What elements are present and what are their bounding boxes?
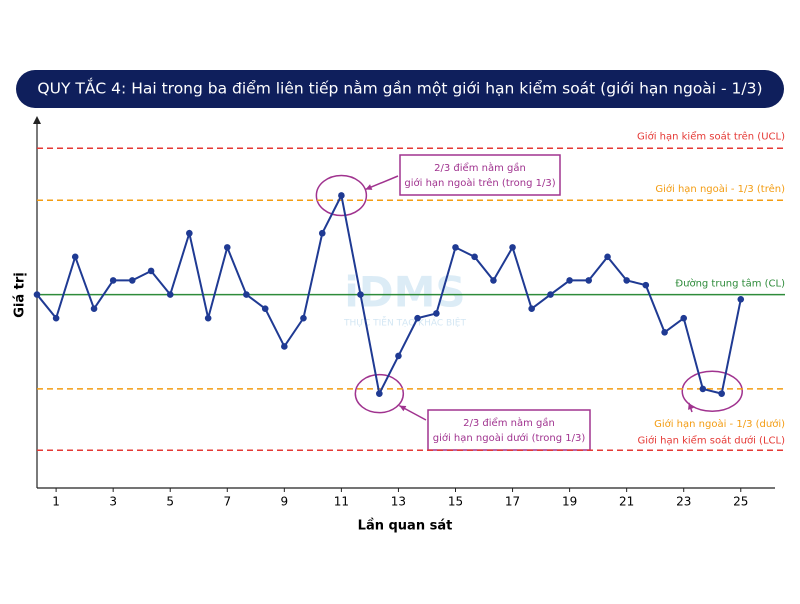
reference-label: Giới hạn kiểm soát trên (UCL) [637, 129, 785, 142]
x-tick-label: 21 [619, 495, 634, 509]
callout-text: 2/3 điểm nằm gần [463, 416, 555, 429]
data-point [680, 314, 688, 322]
x-tick-label: 7 [223, 495, 231, 509]
watermark: iDMS [344, 268, 465, 317]
callout-text: giới hạn ngoài dưới (trong 1/3) [433, 432, 586, 444]
highlight-circle [681, 370, 743, 413]
data-point [357, 291, 364, 298]
data-point [566, 277, 573, 284]
data-point [414, 314, 421, 322]
highlight-circle [315, 174, 368, 217]
data-point [90, 305, 98, 313]
data-point [338, 192, 345, 199]
x-tick-label: 17 [505, 495, 520, 509]
data-point [71, 253, 79, 261]
series-line [36, 192, 742, 397]
x-tick-label: 9 [281, 495, 289, 509]
title-banner [16, 70, 784, 108]
data-point [547, 291, 554, 298]
data-point [243, 291, 250, 298]
x-tick-label: 23 [676, 495, 691, 509]
data-point [109, 277, 117, 284]
data-point [186, 229, 193, 237]
callout-arrowhead [399, 405, 407, 412]
data-point [699, 385, 707, 393]
data-point [528, 305, 535, 313]
x-tick-label: 19 [562, 495, 577, 509]
data-point [509, 244, 516, 251]
data-point [452, 244, 459, 251]
data-point [33, 291, 41, 298]
data-point [318, 229, 326, 237]
x-axis-label: Lần quan sát [358, 519, 453, 534]
reference-label: Giới hạn kiểm soát dưới (LCL) [638, 433, 786, 446]
reference-label: Giới hạn ngoài - 1/3 (dưới) [654, 418, 785, 430]
x-tick-label: 25 [733, 495, 748, 509]
data-point [223, 244, 231, 251]
data-point [604, 253, 611, 261]
watermark: THỰC TIỄN TẠO KHÁC BIỆT [343, 316, 466, 329]
data-point [395, 352, 402, 360]
data-point [490, 277, 497, 284]
data-point [166, 291, 174, 298]
data-point [261, 305, 269, 313]
reference-label: Đường trung tâm (CL) [675, 278, 785, 290]
data-point [204, 314, 212, 322]
annotations: 2/3 điểm nằm gần giới hạn ngoài trên (tro… [315, 154, 743, 451]
reference-label: Giới hạn ngoài - 1/3 (trên) [655, 183, 785, 195]
callout-box [399, 154, 561, 196]
x-tick-label: 3 [109, 495, 117, 509]
y-axis-arrow [33, 116, 41, 124]
data-point [585, 277, 593, 284]
x-tick-label: 11 [334, 495, 349, 509]
data-point [281, 343, 288, 350]
callout-text: giới hạn ngoài trên (trong 1/3) [404, 177, 555, 189]
callout-text: 2/3 điểm nằm gần [434, 161, 526, 174]
data-point [642, 281, 650, 289]
data-point [433, 310, 440, 317]
highlight-circle [354, 373, 405, 414]
x-tick-label: 5 [166, 495, 174, 509]
callout-arrowhead [365, 184, 373, 190]
data-point [623, 277, 630, 284]
chart-title: QUY TẮC 4: Hai trong ba điểm liên tiếp n… [37, 77, 762, 98]
data-point [737, 295, 745, 303]
x-tick-label: 13 [391, 495, 406, 509]
data-point [147, 267, 155, 275]
callout-box [427, 409, 591, 451]
data-point [471, 253, 478, 261]
data-point [661, 329, 668, 336]
data-point [300, 314, 307, 322]
data-point [376, 390, 383, 397]
data-point [52, 314, 60, 322]
x-tick-label: 1 [52, 495, 60, 509]
x-tick-label: 15 [448, 495, 463, 509]
data-point [128, 277, 136, 284]
y-axis-label: Giá trị [13, 272, 28, 318]
callout-arrowhead [688, 402, 694, 410]
data-point [718, 390, 725, 397]
